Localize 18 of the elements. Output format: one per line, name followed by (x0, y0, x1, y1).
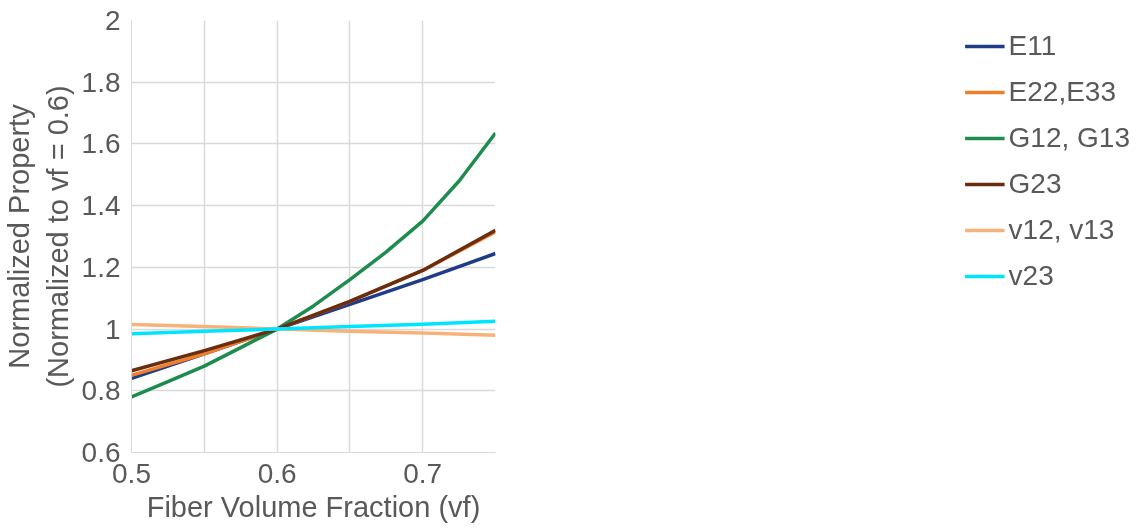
legend-label: G23 (1008, 168, 1062, 200)
y-axis-title: Normalized Property (Normalized to vf = 0.6) (3, 85, 74, 388)
x-tick-label: 0.6 (257, 457, 297, 489)
y-tick-label: 2 (104, 5, 121, 36)
legend-label: E11 (1008, 30, 1057, 62)
y-tick-label: 0.8 (81, 375, 121, 407)
x-tick-label: 0.7 (403, 457, 443, 489)
legend-label: v12, v13 (1008, 214, 1115, 246)
y-tick-label: 1.8 (81, 66, 121, 98)
y-tick-label: 1 (104, 313, 121, 345)
legend-label: E22,E33 (1008, 76, 1117, 108)
y-tick-label: 1.6 (81, 128, 121, 160)
y-tick-label: 1.4 (81, 190, 121, 222)
legend-label: v23 (1008, 260, 1054, 292)
y-tick-label: 1.2 (81, 251, 121, 283)
legend-label: G12, G13 (1008, 122, 1130, 154)
line-series (131, 131, 496, 399)
x-axis-title: Fiber Volume Fraction (vf) (146, 490, 481, 523)
